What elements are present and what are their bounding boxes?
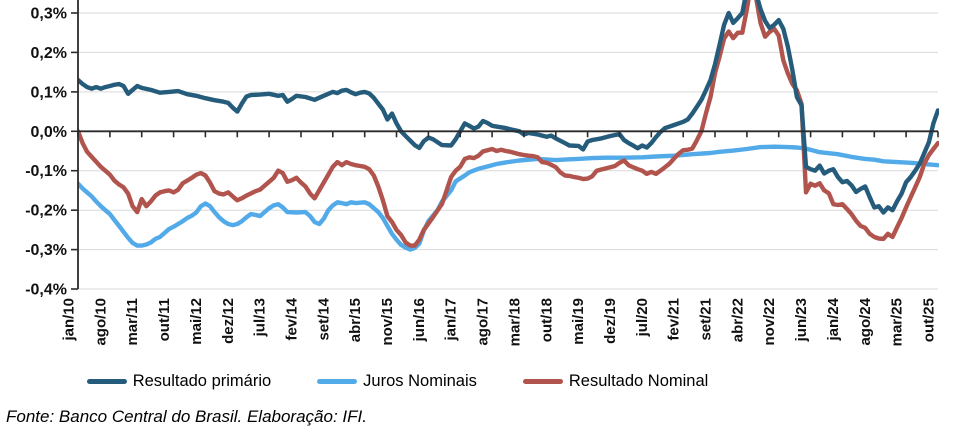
x-axis-label: jul/13 (252, 298, 269, 337)
chart-legend: Resultado primário Juros Nominais Result… (0, 372, 883, 391)
x-axis-label: jun/16 (411, 298, 428, 342)
x-axis-label: jul/20 (634, 298, 651, 337)
x-axis-label: out/18 (538, 298, 555, 342)
legend-label: Resultado primário (132, 372, 272, 390)
legend-label: Resultado Nominal (568, 372, 709, 390)
x-axis-label: ago/24 (857, 297, 874, 345)
y-axis-label: -0,4% (25, 282, 67, 299)
legend-label: Juros Nominais (363, 372, 477, 390)
series-layer (78, 0, 939, 252)
x-axis-label: ago/17 (475, 298, 492, 346)
legend-line-swatch-nominal-icon (522, 379, 563, 384)
y-axis-label: -0,1% (25, 163, 67, 180)
source-note: Fonte: Banco Central do Brasil. Elaboraç… (6, 407, 367, 426)
x-axis-label: out/25 (921, 298, 938, 342)
legend-line-swatch-juros-icon (317, 379, 358, 384)
legend-item-resultado-primario: Resultado primário (86, 372, 272, 391)
grid-layer (78, 12, 938, 290)
y-axis-label: 0,2% (31, 45, 67, 62)
x-axis-label: set/14 (315, 297, 332, 340)
x-axis-label: abr/15 (347, 298, 364, 342)
legend-item-juros-nominais: Juros Nominais (317, 372, 477, 391)
label-layer: 0,3%0,2%0,1%0,0%-0,1%-0,2%-0,3%-0,4%jan/… (25, 6, 937, 347)
x-axis-label: jun/23 (793, 298, 810, 342)
y-axis-label: 0,3% (31, 6, 67, 23)
axis-layer (71, 0, 939, 290)
x-axis-label: nov/22 (761, 298, 778, 346)
x-axis-label: jan/17 (443, 298, 460, 342)
y-axis-label: 0,1% (31, 84, 67, 101)
x-axis-label: out/11 (156, 298, 173, 341)
series-line-1 (78, 0, 939, 215)
x-axis-label: mai/12 (188, 298, 205, 345)
y-axis-label: -0,2% (25, 203, 67, 220)
x-axis-label: set/21 (698, 298, 715, 341)
y-axis-label: -0,3% (25, 242, 67, 259)
legend-item-resultado-nominal: Resultado Nominal (522, 372, 709, 391)
x-axis-label: abr/22 (729, 298, 746, 342)
x-axis-label: mai/19 (570, 298, 587, 345)
x-axis-label: nov/15 (379, 298, 396, 346)
x-axis-label: mar/11 (124, 298, 141, 346)
x-axis-label: mar/25 (889, 298, 906, 346)
x-axis-label: ago/10 (92, 298, 109, 346)
series-line-3 (78, 0, 939, 248)
x-axis-label: jan/24 (825, 297, 842, 341)
y-axis-label: 0,0% (31, 124, 67, 141)
series-line-2 (78, 144, 939, 252)
legend-line-swatch-primario-icon (86, 379, 127, 384)
x-axis-label: fev/21 (666, 298, 683, 341)
x-axis-label: dez/19 (602, 298, 619, 344)
x-axis-label: jan/10 (61, 298, 78, 342)
x-axis-label: fev/14 (284, 297, 301, 340)
x-axis-label: mar/18 (506, 298, 523, 346)
x-axis-label: dez/12 (220, 298, 237, 344)
